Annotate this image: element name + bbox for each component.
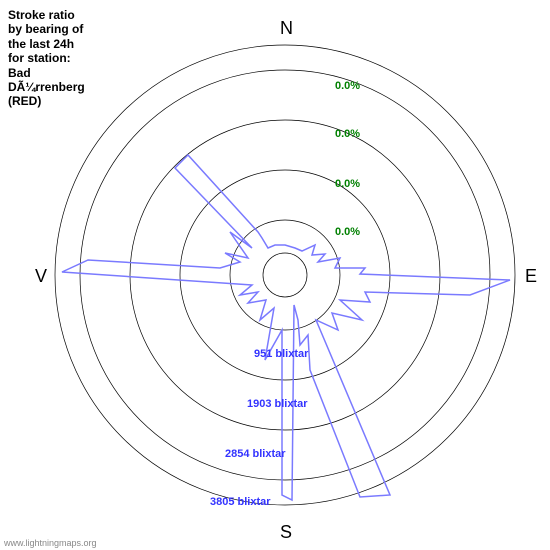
center-circle [263,253,307,297]
ratio-label: 0.0% [335,226,360,238]
ratio-label: 0.0% [335,178,360,190]
chart-title: Stroke ratio by bearing of the last 24h … [8,8,85,109]
count-label: 951 blixtar [254,348,308,360]
data-polygon [62,155,510,500]
cardinal-v: V [35,266,47,287]
cardinal-n: N [280,18,293,39]
count-label: 1903 blixtar [247,398,308,410]
ratio-label: 0.0% [335,80,360,92]
credit-text: www.lightningmaps.org [4,538,97,548]
count-label: 3805 blixtar [210,496,271,508]
cardinal-s: S [280,522,292,543]
count-label: 2854 blixtar [225,448,286,460]
ratio-label: 0.0% [335,128,360,140]
cardinal-e: E [525,266,537,287]
